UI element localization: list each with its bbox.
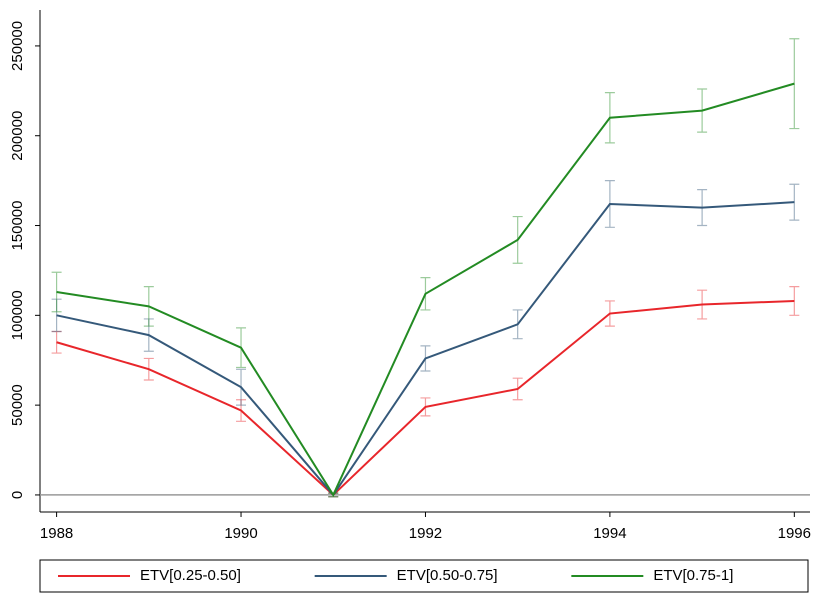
y-tick-label: 100000 [9,290,26,340]
series-line [56,201,795,497]
series-line [56,82,795,498]
y-tick-label: 150000 [9,200,26,250]
x-tick-label: 1996 [778,525,811,542]
y-tick-label: 0 [9,491,26,499]
y-tick-label: 250000 [9,21,26,71]
x-tick-label: 1994 [593,525,626,542]
legend-label: ETV[0.25-0.50] [140,567,241,584]
legend-box [39,559,809,593]
x-tick-label: 1988 [40,525,73,542]
y-tick-label: 50000 [9,384,26,426]
legend-label: ETV[0.50-0.75] [397,567,498,584]
legend-label: ETV[0.75-1] [653,567,733,584]
error-bar [51,271,62,313]
series-line [56,299,795,497]
y-tick-label: 200000 [9,111,26,161]
x-tick-label: 1992 [409,525,442,542]
x-tick-label: 1990 [224,525,257,542]
